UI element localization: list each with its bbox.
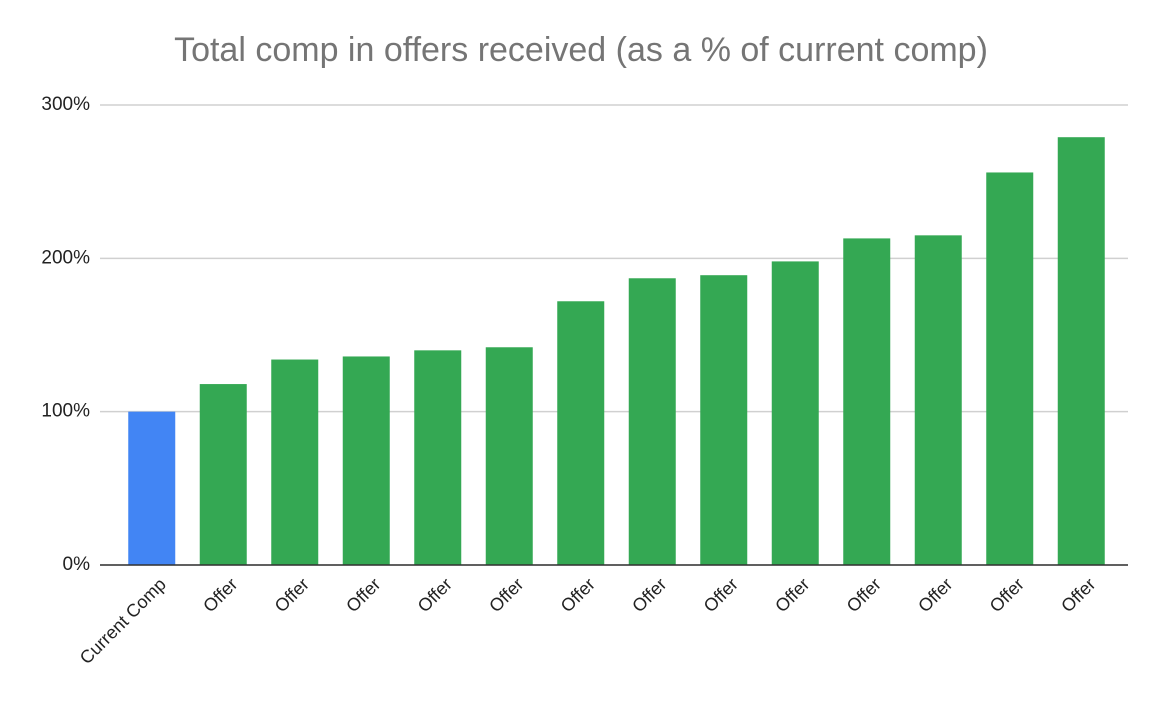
bar bbox=[843, 238, 891, 565]
y-tick-label: 100% bbox=[41, 401, 90, 422]
bar bbox=[986, 172, 1034, 565]
bar bbox=[271, 359, 319, 565]
y-tick-label: 0% bbox=[63, 554, 91, 575]
bar bbox=[628, 278, 676, 565]
bar bbox=[1057, 137, 1105, 565]
y-tick-label: 200% bbox=[41, 247, 90, 268]
bar bbox=[128, 411, 176, 565]
bar bbox=[485, 347, 533, 565]
bar bbox=[914, 235, 962, 566]
bar bbox=[199, 384, 247, 565]
bar bbox=[342, 356, 390, 565]
y-tick-label: 300% bbox=[41, 94, 90, 115]
bar bbox=[557, 301, 605, 565]
bar bbox=[771, 261, 819, 565]
bar bbox=[414, 350, 462, 565]
chart-title: Total comp in offers received (as a % of… bbox=[174, 31, 988, 69]
bar bbox=[700, 275, 748, 565]
